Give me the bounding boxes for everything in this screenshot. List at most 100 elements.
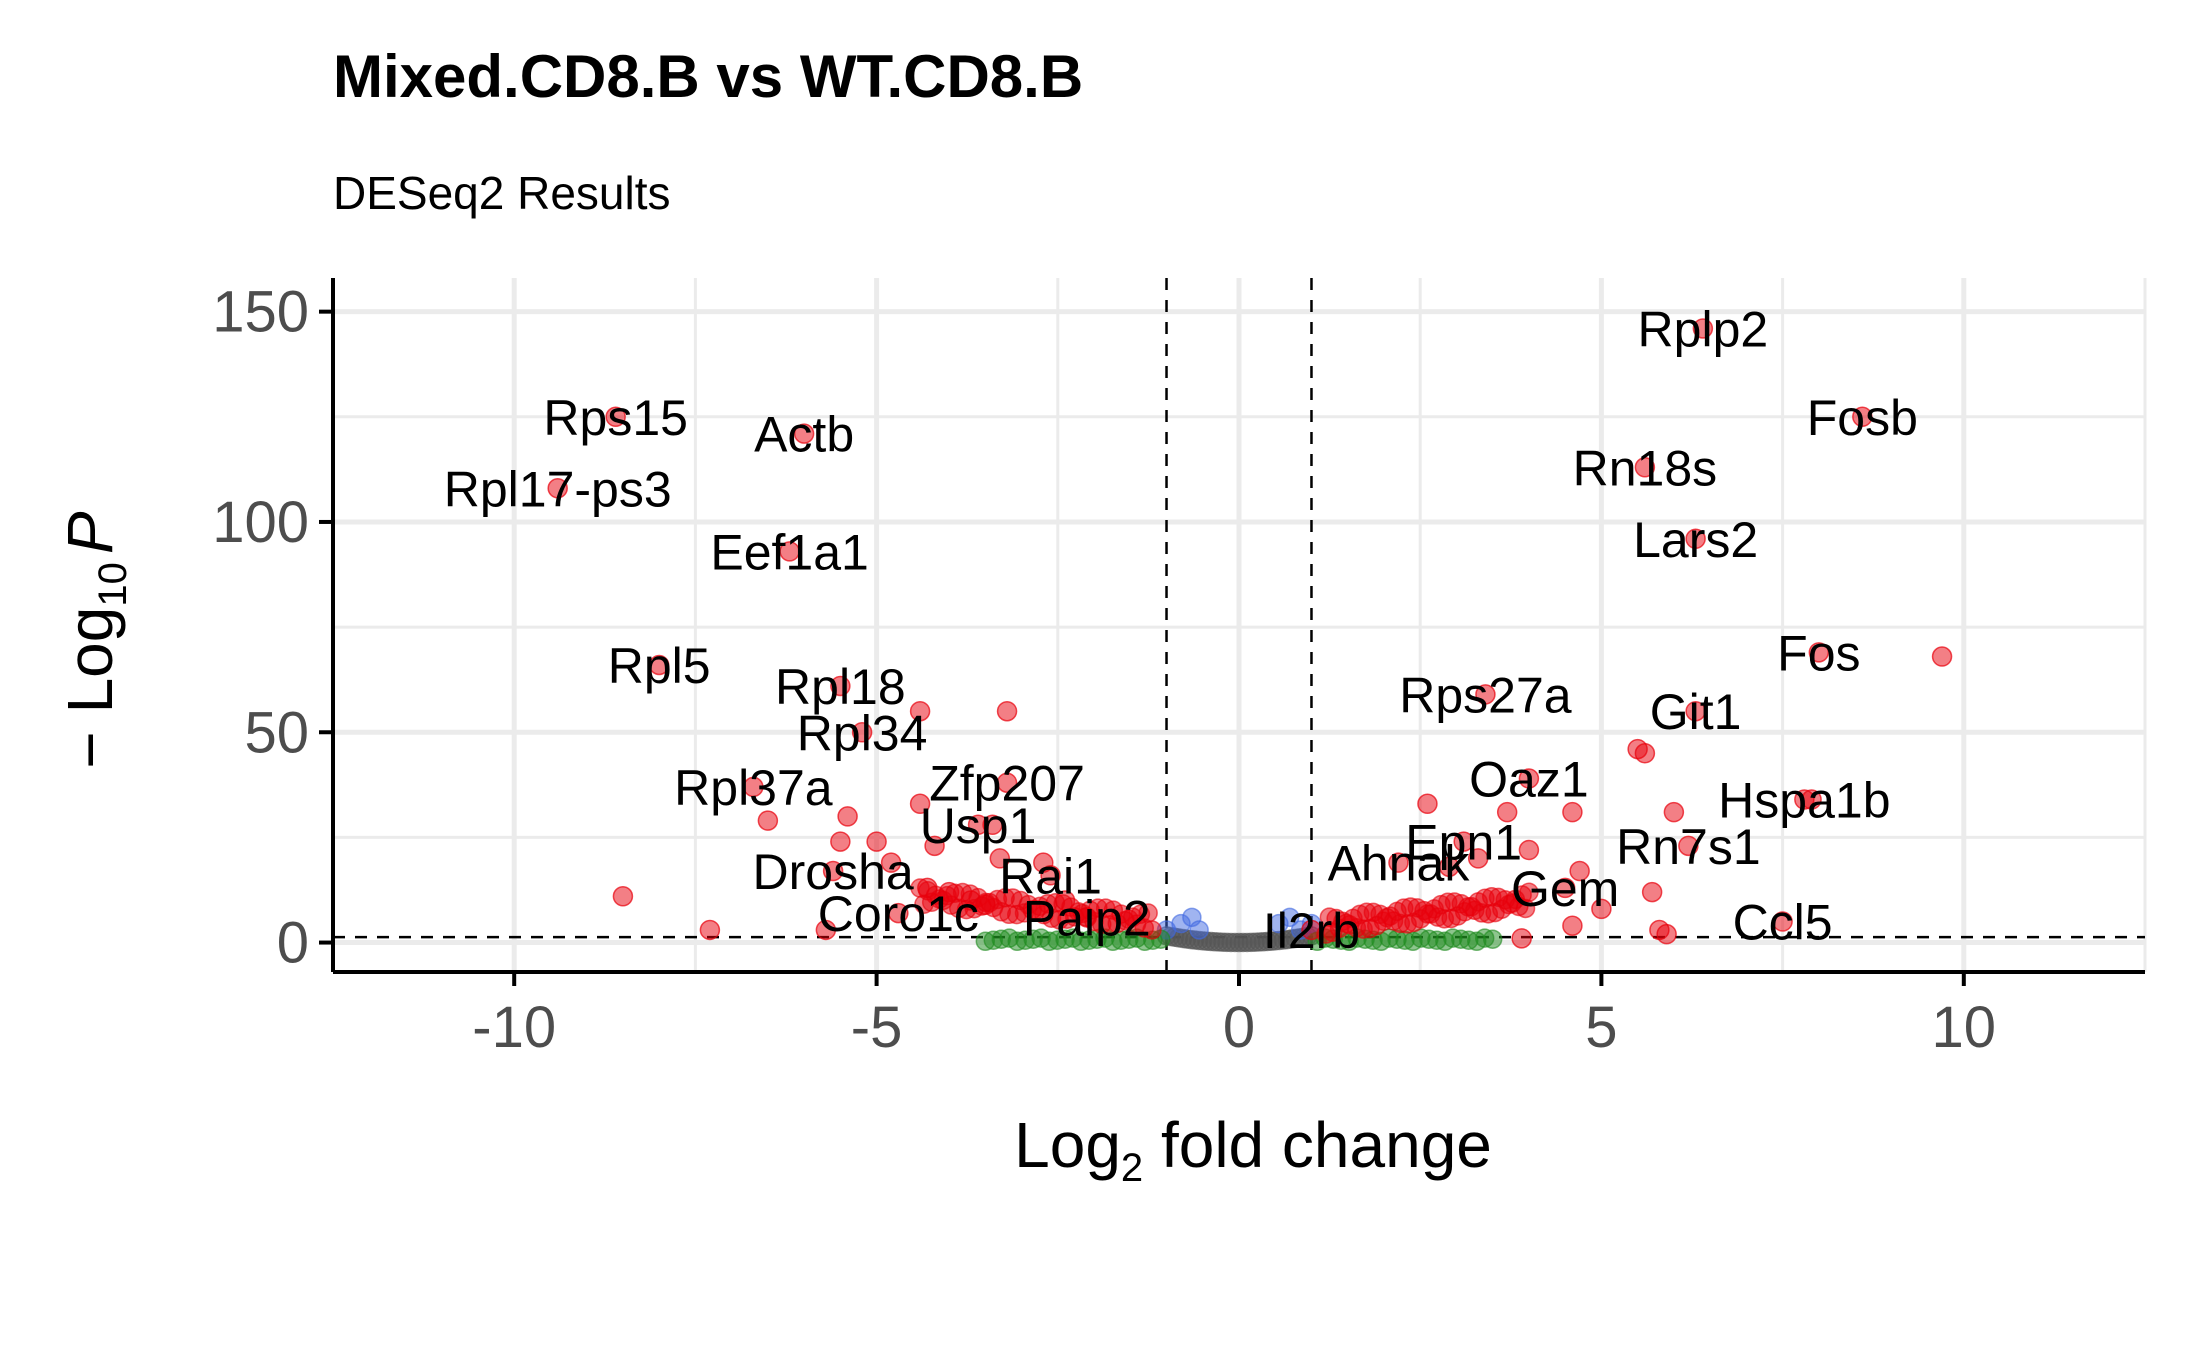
data-point-paip2 xyxy=(1076,907,1098,928)
point-sig_p xyxy=(1189,920,1209,940)
data-point xyxy=(1511,928,1532,949)
data-point xyxy=(989,848,1011,869)
data-point-eef1a1 xyxy=(779,541,800,562)
grid xyxy=(331,278,2147,972)
data-point-ccl5 xyxy=(1772,911,1793,932)
gene-label-rn18s: Rn18s xyxy=(1573,440,1718,496)
data-point xyxy=(837,806,858,827)
gene-label-rpl5: Rpl5 xyxy=(608,638,711,694)
x-tick-label: 10 xyxy=(1932,995,1997,1060)
gene-label-hspa1b: Hspa1b xyxy=(1718,773,1890,829)
data-point-rpl34 xyxy=(851,722,873,743)
data-point-rpl37a xyxy=(743,776,764,798)
point-sig_p xyxy=(1279,907,1300,928)
data-point xyxy=(612,886,634,907)
gene-label-eef1a1: Eef1a1 xyxy=(710,524,868,580)
gene-label-rpl34: Rpl34 xyxy=(797,705,928,761)
data-point-rai1 xyxy=(1040,865,1061,886)
gene-label-rpl17-ps3: Rpl17-ps3 xyxy=(444,461,672,517)
data-point xyxy=(1438,856,1460,878)
data-point-gem xyxy=(1554,877,1576,899)
gene-label-epn1: Epn1 xyxy=(1405,815,1522,871)
gene-label-actb: Actb xyxy=(754,407,854,463)
gene-label-zfp207: Zfp207 xyxy=(929,756,1085,812)
data-point-hspa1b xyxy=(1794,789,1815,810)
data-point-epn1 xyxy=(1453,831,1474,852)
data-point xyxy=(1518,839,1540,861)
data-point xyxy=(909,700,931,722)
gene-label-rplp2: Rplp2 xyxy=(1638,301,1769,357)
x-tick-label: 0 xyxy=(1223,995,1255,1060)
data-point-usp1 xyxy=(967,814,989,836)
data-point xyxy=(975,894,996,915)
data-point-rpl18 xyxy=(830,675,851,697)
data-point xyxy=(1656,923,1677,945)
data-point xyxy=(938,881,960,903)
gene-label-coro1c: Coro1c xyxy=(818,886,979,942)
data-point-rpl5 xyxy=(648,654,670,676)
chart-title: Mixed.CD8.B vs WT.CD8.B xyxy=(333,43,1084,110)
y-tick-label: 150 xyxy=(212,280,309,345)
data-point xyxy=(924,835,945,857)
data-point xyxy=(1562,801,1583,823)
chart-subtitle: DESeq2 Results xyxy=(333,167,671,219)
gene-label-rai1: Rai1 xyxy=(999,848,1102,904)
data-point-rn18s xyxy=(1634,457,1656,478)
data-point-rpl17-ps3 xyxy=(547,478,568,499)
data-point xyxy=(757,810,779,831)
data-point xyxy=(815,919,837,941)
gene-label-paip2: Paip2 xyxy=(1023,890,1151,946)
data-point-actb xyxy=(793,423,815,444)
gene-label-ccl5: Ccl5 xyxy=(1733,895,1833,951)
x-tick-label: -10 xyxy=(472,995,556,1060)
data-point xyxy=(699,919,721,941)
point-sig_both xyxy=(1519,882,1539,903)
data-point-lars2 xyxy=(1685,528,1706,550)
gene-label-rpl37a: Rpl37a xyxy=(674,760,833,816)
data-point xyxy=(1641,881,1663,903)
data-point xyxy=(1562,915,1583,936)
data-point xyxy=(1417,793,1438,815)
gene-label-il2rb: Il2rb xyxy=(1263,903,1360,959)
gene-label-gem: Gem xyxy=(1511,861,1619,917)
data-point xyxy=(1931,646,1953,667)
data-point-drosha xyxy=(822,860,844,882)
data-point-rn7s1 xyxy=(1678,835,1699,857)
y-tick-label: 0 xyxy=(277,911,309,976)
data-point-il2rb xyxy=(1301,919,1322,941)
gene-label-drosha: Drosha xyxy=(753,844,914,900)
data-point xyxy=(1054,890,1076,911)
y-tick-label: 50 xyxy=(244,700,309,765)
data-point xyxy=(830,831,851,852)
gene-label-lars2: Lars2 xyxy=(1633,512,1758,568)
data-point xyxy=(996,700,1018,722)
data-point xyxy=(917,877,938,899)
data-point-git1 xyxy=(1685,700,1706,722)
data-point-zfp207 xyxy=(996,772,1018,793)
data-point xyxy=(1467,848,1489,869)
data-point-oaz1 xyxy=(1518,768,1540,789)
gene-label-rps27a: Rps27a xyxy=(1399,667,1572,723)
data-point xyxy=(1634,743,1656,764)
gene-labels: Rplp2 Fosb Rn18s Lars2 Fos Rps27a Git1 Oaz1 Hspa… xyxy=(444,301,1918,958)
data-point xyxy=(1496,801,1518,823)
data-point xyxy=(909,793,931,815)
gene-label-oaz1: Oaz1 xyxy=(1469,752,1589,808)
x-axis-title: Log2 fold change xyxy=(1014,1109,1492,1190)
gene-label-fos: Fos xyxy=(1777,625,1860,681)
gene-label-rps15: Rps15 xyxy=(543,390,688,446)
data-point-rps27a xyxy=(1475,684,1496,705)
gene-label-usp1: Usp1 xyxy=(920,798,1037,854)
gene-label-git1: Git1 xyxy=(1650,684,1742,740)
data-point-coro1c xyxy=(888,902,909,924)
y-tick-label: 100 xyxy=(212,490,309,555)
data-point xyxy=(866,831,887,852)
y-axis-title: − Log10P xyxy=(54,511,135,768)
gene-label-ahnak: Ahnak xyxy=(1328,836,1471,892)
data-point xyxy=(1569,860,1590,882)
data-point-ahnak xyxy=(1388,852,1409,873)
data-point-fos xyxy=(1808,642,1830,663)
gene-label-fosb: Fosb xyxy=(1807,390,1918,446)
